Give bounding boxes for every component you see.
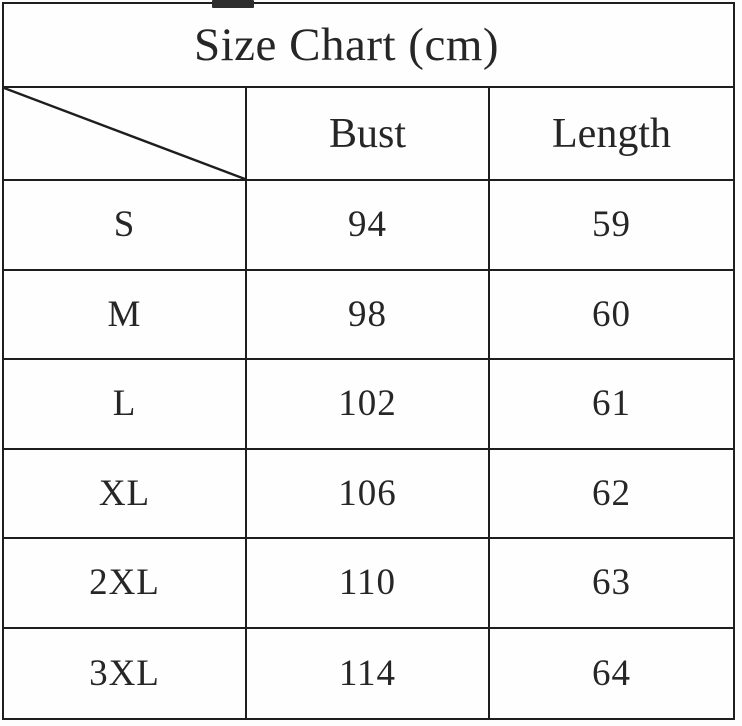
length-value: 62 — [490, 450, 733, 539]
length-value: 61 — [490, 360, 733, 450]
size-label: M — [4, 270, 247, 360]
size-label: 2XL — [4, 539, 247, 629]
size-chart-table: Size Chart (cm) Bust Length S 94 59 M 98… — [2, 2, 735, 720]
bust-value: 102 — [247, 360, 490, 450]
chart-title: Size Chart (cm) — [193, 19, 500, 71]
size-label: XL — [4, 449, 247, 539]
length-value: 59 — [490, 181, 733, 271]
column-header-bust: Bust — [247, 88, 490, 181]
title-row: Size Chart (cm) — [4, 4, 733, 88]
size-label: S — [4, 181, 247, 271]
size-label: L — [4, 360, 247, 450]
bust-value: 98 — [247, 270, 490, 360]
bust-value: 110 — [247, 539, 490, 629]
length-value: 63 — [490, 539, 733, 629]
column-header-length: Length — [490, 88, 733, 181]
top-edge-mark — [212, 0, 254, 8]
length-value: 64 — [592, 652, 631, 694]
length-value: 60 — [490, 271, 733, 360]
bust-value: 114 — [247, 628, 490, 718]
bust-value: 106 — [247, 449, 490, 539]
corner-cell — [4, 88, 247, 181]
size-label: 3XL — [4, 628, 247, 718]
table-grid: Bust Length S 94 59 M 98 60 L 102 61 XL … — [4, 88, 733, 718]
diagonal-line — [4, 88, 245, 179]
bust-value: 94 — [247, 181, 490, 271]
